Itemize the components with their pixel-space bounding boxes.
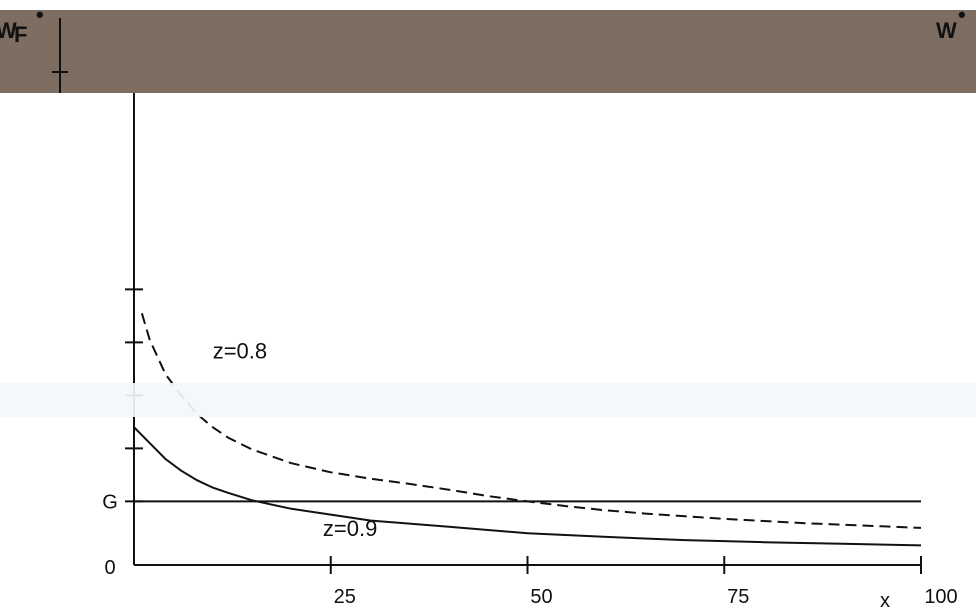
x-tick-label-50: 50 [530, 586, 552, 608]
header-left-letter: W [0, 18, 17, 43]
x-tick-label-75: 75 [727, 586, 749, 608]
light-band [0, 383, 976, 417]
series-dashed-line [140, 313, 922, 529]
header-right-superscript: • [958, 2, 966, 27]
header-right-letter: W [936, 18, 957, 43]
x-tick-label-0: 0 [104, 557, 115, 579]
header-left-superscript: • [36, 2, 44, 27]
series-solid-line [133, 426, 922, 547]
g-label: G [102, 491, 118, 513]
series-layer [133, 313, 922, 547]
header-band [0, 10, 976, 93]
header-right-label: W • [936, 2, 966, 43]
curve-label-1: z=0.9 [323, 516, 377, 541]
x-tick-label-25: 25 [334, 586, 356, 608]
x-tick-label-100: 100 [924, 586, 957, 608]
header-left-label: W F • [0, 2, 44, 47]
header-left-subscript: F [14, 22, 27, 47]
curve-label-0: z=0.8 [213, 338, 267, 363]
x-axis-title: x [880, 590, 890, 609]
curve-labels: z=0.8 z=0.9 [213, 338, 378, 541]
x-axis-ticks: 0 25 50 75 100 [104, 556, 958, 608]
